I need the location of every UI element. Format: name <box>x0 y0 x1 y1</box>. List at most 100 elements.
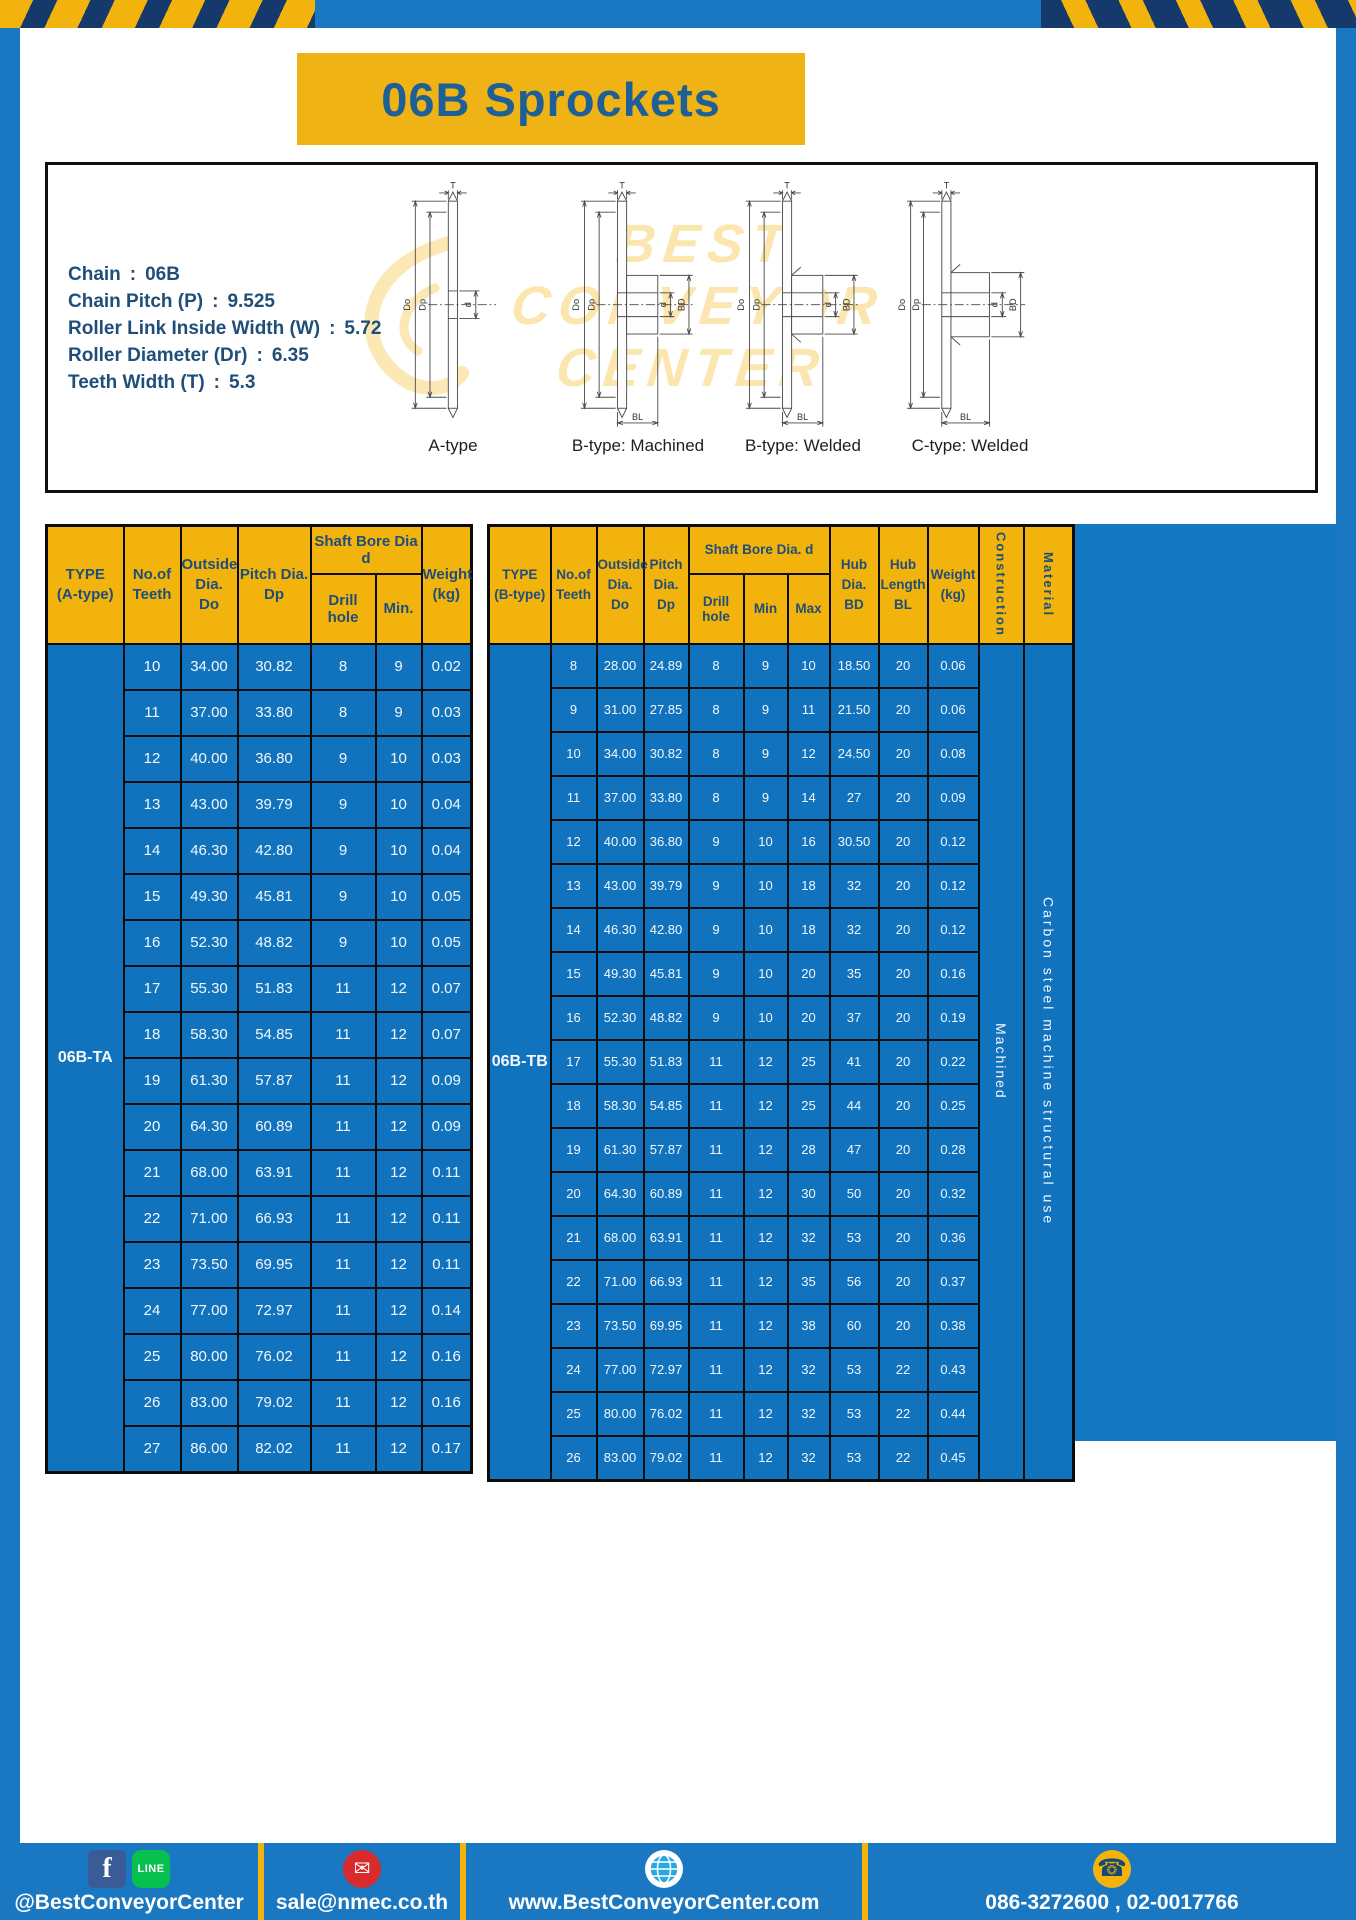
table-b-header: TYPE (B-type) No.of Teeth Outside Dia. Do Pi… <box>487 524 1075 645</box>
drawing-caption: B-type: Machined <box>571 436 705 455</box>
dim-label-T: T <box>450 181 456 190</box>
data-cell: 9 <box>742 686 789 733</box>
data-cell: 12 <box>374 1378 423 1427</box>
header-pitch-dia: Pitch Dia. Dp <box>642 524 690 645</box>
data-cell: 11 <box>309 1102 377 1151</box>
data-cell: 54.85 <box>642 1082 690 1129</box>
dim-label-Do: Do <box>571 299 581 311</box>
data-cell: 10 <box>742 994 789 1041</box>
data-cell: 57.87 <box>236 1056 312 1105</box>
dim-label-Do: Do <box>736 299 746 311</box>
data-cell: 0.36 <box>926 1214 980 1261</box>
dim-label-BD: BD <box>842 298 852 311</box>
data-cell: 66.93 <box>642 1258 690 1305</box>
data-cell: 11 <box>309 1378 377 1427</box>
data-cell: 0.07 <box>420 1010 473 1059</box>
globe-icon[interactable] <box>645 1849 683 1888</box>
data-cell: 28.00 <box>595 642 645 689</box>
drawing-c-type-welded: T Do Dp d BD BL C-type: Welded <box>865 181 1075 456</box>
data-cell: 0.06 <box>926 642 980 689</box>
data-cell: 10 <box>742 818 789 865</box>
phone-icon[interactable]: ☎ <box>1093 1849 1131 1888</box>
drawing-a-type: T Do Dp d A-type <box>368 181 538 456</box>
table-row: 15 49.30 45.81 9 10 0.05 <box>47 872 473 921</box>
data-cell: 0.09 <box>420 1102 473 1151</box>
data-cell: 20 <box>877 1214 929 1261</box>
data-cell: 0.04 <box>420 826 473 875</box>
data-cell: 0.11 <box>420 1148 473 1197</box>
footer-phone-section: ☎ 086-3272600 , 02-0017766 <box>868 1843 1356 1920</box>
dim-label-Do: Do <box>897 299 907 311</box>
data-cell: 30.82 <box>642 730 690 777</box>
type-cell: 06B-TB <box>487 642 552 1481</box>
data-cell: 0.12 <box>926 862 980 909</box>
data-cell: 77.00 <box>595 1346 645 1393</box>
type-cell: 06B-TA <box>45 642 125 1473</box>
data-cell: 22 <box>877 1390 929 1437</box>
line-icon[interactable]: LINE <box>132 1849 170 1888</box>
header-construction: Construction <box>977 524 1025 645</box>
dim-label-BL: BL <box>797 412 808 422</box>
data-cell: 58.30 <box>595 1082 645 1129</box>
data-cell: 0.17 <box>420 1424 473 1473</box>
data-cell: 11 <box>687 1214 745 1261</box>
mail-icon[interactable]: ✉ <box>343 1849 381 1888</box>
data-cell: 16 <box>549 994 598 1041</box>
dim-label-d: d <box>463 302 473 307</box>
footer-link-label[interactable]: @BestConveyorCenter <box>14 1890 244 1914</box>
data-cell: 0.08 <box>926 730 980 777</box>
data-cell: 0.19 <box>926 994 980 1041</box>
data-cell: 12 <box>742 1434 789 1481</box>
data-cell: 0.03 <box>420 688 473 737</box>
data-cell: 24.50 <box>828 730 880 777</box>
data-cell: 35 <box>828 950 880 997</box>
footer-link-label[interactable]: 086-3272600 , 02-0017766 <box>985 1890 1239 1914</box>
data-cell: 0.25 <box>926 1082 980 1129</box>
footer-link-label[interactable]: sale@nmec.co.th <box>275 1890 449 1914</box>
table-row: 22 71.00 66.93 11 12 0.11 <box>47 1194 473 1243</box>
table-a-header: TYPE (A-type) No.of Teeth Outside Dia. Do Pi… <box>45 524 473 645</box>
header-drill-hole: Drill hole <box>309 572 377 645</box>
header-type: TYPE (A-type) <box>45 524 125 645</box>
table-a-type: TYPE (A-type) No.of Teeth Outside Dia. Do Pi… <box>45 524 473 1474</box>
data-cell: 86.00 <box>179 1424 239 1473</box>
drawing-caption: A-type <box>428 436 478 455</box>
footer-link-label[interactable]: www.BestConveyorCenter.com <box>508 1890 820 1914</box>
data-cell: 8 <box>687 730 745 777</box>
data-cell: 27 <box>828 774 880 821</box>
header-type: TYPE (B-type) <box>487 524 552 645</box>
data-cell: 11 <box>687 1434 745 1481</box>
header-max: Max <box>786 572 831 645</box>
drawing-b-type-welded: T Do Dp d BD BL B-type: Welded <box>703 181 903 456</box>
dim-label-d: d <box>658 302 668 307</box>
table-row: 22 71.00 66.93 11 12 35 56 20 0.37 <box>489 1258 1074 1305</box>
footer: f LINE @BestConveyorCenter ✉ sale@nmec.c… <box>0 1843 1356 1920</box>
data-cell: 40.00 <box>595 818 645 865</box>
data-cell: 0.11 <box>420 1194 473 1243</box>
data-cell: 12 <box>374 1286 423 1335</box>
data-cell: 32 <box>828 862 880 909</box>
data-cell: 35 <box>786 1258 831 1305</box>
header-outside-dia: Outside Dia. Do <box>179 524 239 645</box>
data-cell: 12 <box>742 1258 789 1305</box>
data-cell: 42.80 <box>236 826 312 875</box>
data-cell: 0.09 <box>420 1056 473 1105</box>
data-cell: 18 <box>549 1082 598 1129</box>
data-cell: 82.02 <box>236 1424 312 1473</box>
data-cell: 69.95 <box>642 1302 690 1349</box>
data-cell: 14 <box>549 906 598 953</box>
data-cell: 36.80 <box>642 818 690 865</box>
data-cell: 10 <box>374 918 423 967</box>
data-cell: 10 <box>742 906 789 953</box>
table-row: 26 83.00 79.02 11 12 32 53 22 0.45 <box>489 1434 1074 1481</box>
data-cell: 21 <box>549 1214 598 1261</box>
table-row: 21 68.00 63.91 11 12 32 53 20 0.36 <box>489 1214 1074 1261</box>
data-cell: 9 <box>309 918 377 967</box>
data-cell: 0.09 <box>926 774 980 821</box>
data-cell: 0.28 <box>926 1126 980 1173</box>
facebook-icon[interactable]: f <box>88 1849 126 1888</box>
data-cell: 17 <box>549 1038 598 1085</box>
data-cell: 0.38 <box>926 1302 980 1349</box>
data-cell: 10 <box>742 862 789 909</box>
data-cell: 10 <box>549 730 598 777</box>
